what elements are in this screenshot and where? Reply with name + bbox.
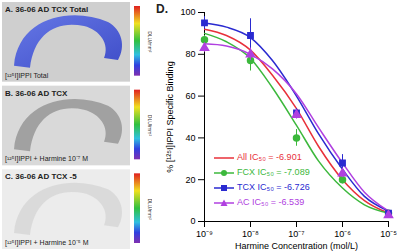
svg-text:DLU/mm²: DLU/mm² xyxy=(147,198,152,220)
html-text:D.: D. xyxy=(156,2,168,16)
svg-text:10⁻⁷: 10⁻⁷ xyxy=(288,229,304,239)
svg-text:80: 80 xyxy=(185,49,195,59)
svg-text:10⁻⁸: 10⁻⁸ xyxy=(242,229,259,239)
svg-text:100: 100 xyxy=(180,7,195,17)
svg-text:B. 36-06 AD TCX: B. 36-06 AD TCX xyxy=(5,89,68,98)
svg-text:DLU/mm²: DLU/mm² xyxy=(147,31,152,53)
svg-text:10⁻⁹: 10⁻⁹ xyxy=(196,229,213,239)
svg-text:0: 0 xyxy=(190,216,195,226)
svg-text:40: 40 xyxy=(185,133,195,143)
svg-text:C. 36-06 AD TCX -5: C. 36-06 AD TCX -5 xyxy=(5,172,77,181)
html-text:AC IC₅₀ = -6.539: AC IC₅₀ = -6.539 xyxy=(237,197,305,207)
svg-text:10⁻⁶: 10⁻⁶ xyxy=(334,229,351,239)
svg-text:[¹²⁵I]IPPI Total: [¹²⁵I]IPPI Total xyxy=(5,72,49,80)
svg-text:20: 20 xyxy=(185,175,195,185)
svg-text:[¹²⁵I]IPPI + Harmine 10⁻⁷ M: [¹²⁵I]IPPI + Harmine 10⁻⁷ M xyxy=(5,155,88,163)
svg-text:10⁻⁵: 10⁻⁵ xyxy=(380,229,397,239)
svg-text:DLU/mm²: DLU/mm² xyxy=(147,115,152,137)
svg-text:% [¹²⁵I]IPPI Specific Binding: % [¹²⁵I]IPPI Specific Binding xyxy=(165,61,175,172)
svg-text:[¹²⁵I]IPPI + Harmine 10⁻⁵ M: [¹²⁵I]IPPI + Harmine 10⁻⁵ M xyxy=(5,239,89,247)
html-text:All IC₅₀ = -6.901: All IC₅₀ = -6.901 xyxy=(237,152,302,162)
svg-text:60: 60 xyxy=(185,91,195,101)
svg-text:A. 36-06 AD TCX Total: A. 36-06 AD TCX Total xyxy=(5,5,88,14)
svg-text:Harmine Concentration (mol/L): Harmine Concentration (mol/L) xyxy=(235,241,358,251)
html-text:TCX IC₅₀ = -6.726: TCX IC₅₀ = -6.726 xyxy=(237,182,310,192)
html-text:FCX IC₅₀ = -7.089: FCX IC₅₀ = -7.089 xyxy=(237,167,310,177)
